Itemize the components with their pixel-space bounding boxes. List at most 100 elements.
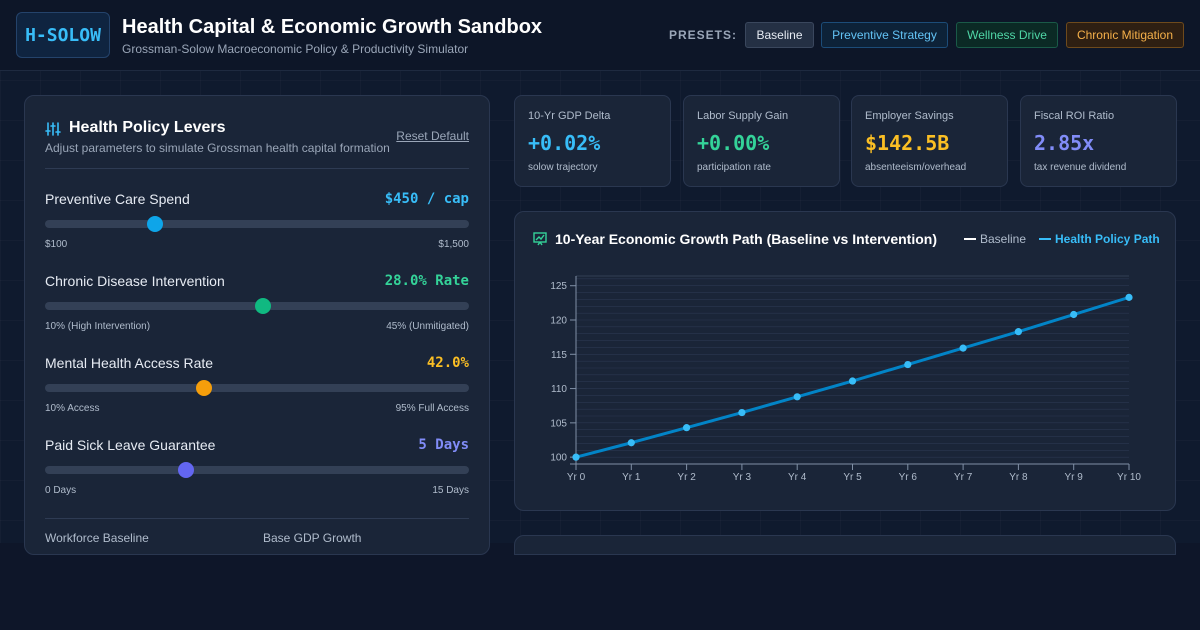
- sliders-icon: [45, 122, 61, 136]
- data-point: [738, 408, 746, 417]
- kpi-label: 10-Yr GDP Delta: [528, 110, 611, 122]
- health-policy-levers-panel: Health Policy Levers Adjust parameters t…: [24, 95, 490, 555]
- lever-value: $450 / cap: [384, 191, 469, 207]
- data-point: [683, 424, 691, 432]
- slider-max-label: 15 Days: [432, 485, 469, 496]
- kpi-value: 2.85x: [1034, 131, 1095, 155]
- preset-wellness-drive-button[interactable]: Wellness Drive: [956, 22, 1058, 48]
- app-logo: H-SOLOW: [16, 12, 110, 58]
- x-tick-label: Yr 4: [788, 472, 807, 483]
- app-title: Health Capital & Economic Growth Sandbox: [122, 16, 543, 38]
- lever-label: Preventive Care Spend: [45, 191, 190, 207]
- legend-dash-swatch: [964, 238, 976, 240]
- data-point: [959, 344, 967, 352]
- workforce-baseline-label: Workforce Baseline: [45, 531, 149, 545]
- slider-min-label: 10% (High Intervention): [45, 321, 151, 332]
- growth-path-chart-panel: 10-Year Economic Growth Path (Baseline v…: [514, 211, 1176, 511]
- app-header: H-SOLOW Health Capital & Economic Growth…: [0, 0, 1200, 71]
- lever-label: Chronic Disease Intervention: [45, 273, 225, 289]
- lever-mental-health: Mental Health Access Rate 42.0% 10% Acce…: [45, 355, 469, 425]
- presets-label: PRESETS:: [669, 28, 738, 42]
- x-tick-label: Yr 5: [843, 472, 862, 483]
- y-tick-label: 120: [550, 316, 567, 327]
- preset-chronic-mitigation-button[interactable]: Chronic Mitigation: [1066, 22, 1184, 48]
- slider-track[interactable]: [45, 220, 469, 228]
- kpi-label: Fiscal ROI Ratio: [1034, 110, 1115, 122]
- data-point: [793, 393, 801, 401]
- data-point: [848, 377, 857, 385]
- x-tick-label: Yr 6: [899, 472, 918, 483]
- preset-baseline-button[interactable]: Baseline: [745, 22, 814, 48]
- slider-track[interactable]: [45, 466, 469, 474]
- lever-chronic-disease: Chronic Disease Intervention 28.0% Rate …: [45, 273, 469, 343]
- y-tick-label: 105: [550, 418, 567, 429]
- slider-min-label: $100: [45, 239, 68, 250]
- kpi-label: Employer Savings: [865, 110, 954, 122]
- lever-value: 42.0%: [426, 355, 469, 371]
- lever-paid-sick-leave: Paid Sick Leave Guarantee 5 Days 0 Days …: [45, 437, 469, 507]
- kpi-value: +0.02%: [528, 131, 601, 155]
- slider-min-label: 10% Access: [45, 403, 100, 414]
- legend-baseline[interactable]: Baseline: [964, 232, 1026, 246]
- chart-title: 10-Year Economic Growth Path (Baseline v…: [555, 231, 937, 247]
- slider-max-label: 45% (Unmitigated): [386, 321, 469, 332]
- data-point: [1014, 328, 1022, 336]
- kpi-card-labor-supply: Labor Supply Gain +0.00% participation r…: [683, 95, 840, 187]
- base-gdp-growth-label: Base GDP Growth: [263, 531, 362, 545]
- data-point: [904, 360, 912, 369]
- x-tick-label: Yr 3: [733, 472, 752, 483]
- kpi-sub: absenteeism/overhead: [865, 162, 967, 173]
- kpi-value: $142.5B: [865, 131, 950, 155]
- series-line-baseline: [575, 296, 1130, 458]
- next-panel-top: [514, 535, 1176, 555]
- x-tick-label: Yr 8: [1009, 472, 1028, 483]
- y-tick-label: 125: [550, 281, 567, 292]
- slider-thumb[interactable]: [254, 298, 271, 314]
- growth-line-chart: 100 105 110 115 120 125 Yr 0 Yr 1 Yr 2 Yr 3 Yr 4 Yr…: [550, 275, 1141, 483]
- x-tick-label: Yr 0: [567, 472, 586, 483]
- kpi-value: +0.00%: [697, 131, 770, 155]
- y-tick-label: 115: [551, 350, 567, 361]
- slider-min-label: 0 Days: [45, 485, 77, 496]
- x-tick-label: Yr 2: [677, 472, 696, 483]
- y-tick-label: 110: [551, 384, 567, 395]
- levers-title: Health Policy Levers: [69, 119, 226, 136]
- slider-thumb[interactable]: [196, 380, 213, 396]
- x-tick-label: Yr 10: [1117, 472, 1141, 483]
- x-tick-label: Yr 1: [622, 472, 641, 483]
- lever-preventive-care: Preventive Care Spend $450 / cap $100 $1…: [45, 191, 469, 261]
- kpi-label: Labor Supply Gain: [697, 110, 789, 122]
- lever-label: Mental Health Access Rate: [45, 355, 214, 371]
- reset-default-link[interactable]: Reset Default: [396, 129, 469, 143]
- legend-baseline-label: Baseline: [980, 232, 1027, 246]
- kpi-sub: solow trajectory: [528, 162, 598, 173]
- data-point: [1070, 310, 1078, 319]
- data-point: [1125, 293, 1133, 301]
- x-tick-label: Yr 7: [954, 472, 973, 483]
- kpi-sub: participation rate: [697, 162, 771, 173]
- slider-max-label: 95% Full Access: [395, 403, 469, 414]
- kpi-card-gdp-delta: 10-Yr GDP Delta +0.02% solow trajectory: [514, 95, 671, 187]
- lever-label: Paid Sick Leave Guarantee: [45, 437, 216, 453]
- background-bottom: [0, 543, 1200, 630]
- slider-track[interactable]: [45, 384, 469, 392]
- data-point: [627, 439, 635, 447]
- app-subtitle: Grossman-Solow Macroeconomic Policy & Pr…: [122, 42, 469, 56]
- preset-preventive-strategy-button[interactable]: Preventive Strategy: [821, 22, 948, 48]
- kpi-card-employer-savings: Employer Savings $142.5B absenteeism/ove…: [851, 95, 1008, 187]
- legend-solid-swatch: [1039, 238, 1051, 240]
- lever-value: 28.0% Rate: [384, 273, 469, 289]
- series-line-health-policy-path: [575, 295, 1130, 459]
- divider: [45, 168, 469, 169]
- divider: [45, 518, 469, 519]
- legend-health-policy-path[interactable]: Health Policy Path: [1039, 232, 1160, 246]
- slider-max-label: $1,500: [438, 239, 469, 250]
- levers-subtitle: Adjust parameters to simulate Grossman h…: [45, 141, 390, 155]
- kpi-card-fiscal-roi: Fiscal ROI Ratio 2.85x tax revenue divid…: [1020, 95, 1177, 187]
- y-tick-label: 100: [550, 453, 567, 464]
- slider-thumb[interactable]: [178, 462, 195, 478]
- chart-icon: [533, 232, 547, 246]
- slider-thumb[interactable]: [147, 216, 164, 232]
- x-tick-label: Yr 9: [1065, 472, 1084, 483]
- kpi-sub: tax revenue dividend: [1034, 162, 1127, 173]
